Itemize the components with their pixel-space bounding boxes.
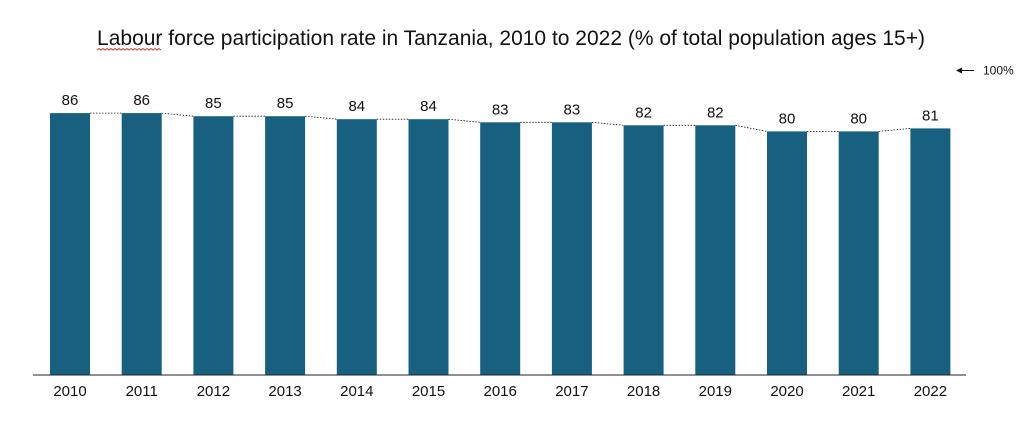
bar: [50, 113, 90, 375]
data-label: 85: [277, 95, 294, 112]
bar: [408, 119, 449, 375]
x-tick-label: 2011: [126, 383, 158, 400]
x-tick-label: 2022: [914, 383, 947, 400]
data-label: 85: [205, 95, 222, 112]
bar: [767, 131, 807, 375]
data-label: 86: [62, 92, 79, 109]
bar: [121, 113, 162, 375]
bar: [480, 122, 521, 375]
data-label: 86: [133, 92, 150, 109]
x-tick-label: 2019: [699, 383, 732, 400]
data-label: 80: [779, 110, 796, 127]
plot-area: 86 86 85 85 84 84 83 83 82 82 80 80 81 2010 2011 2012 20…: [33, 92, 966, 400]
connector-line: [878, 128, 911, 132]
connector-line: [305, 115, 337, 120]
connector-line: [735, 124, 768, 132]
x-tick-label: 2010: [53, 383, 86, 400]
x-tick-label: 2013: [268, 383, 301, 400]
x-tick-label: 2020: [770, 383, 803, 400]
data-label: 82: [635, 104, 652, 121]
bar: [623, 125, 664, 375]
bar: [910, 128, 951, 375]
spellcheck-underline: [96, 47, 162, 51]
x-tick-label: 2017: [555, 383, 588, 400]
x-tick-label: 2018: [627, 383, 660, 400]
data-label: 80: [850, 110, 867, 127]
bar: [695, 125, 736, 375]
reference-marker: 100%: [956, 64, 1014, 78]
data-label: 83: [492, 101, 509, 118]
bar: [838, 131, 879, 375]
connector-line: [591, 121, 624, 126]
bar: [336, 119, 377, 375]
reference-label: 100%: [983, 64, 1014, 78]
bar: [193, 116, 234, 375]
x-tick-label: 2021: [842, 383, 875, 400]
x-tick-label: 2016: [484, 383, 517, 400]
data-label: 81: [922, 107, 939, 124]
reference-arrow-head: [956, 67, 962, 74]
chart-title: Labour force participation rate in Tanza…: [97, 27, 925, 50]
data-label: 82: [707, 104, 724, 121]
connector-line: [448, 118, 481, 123]
data-label: 83: [564, 101, 581, 118]
x-tick-label: 2014: [340, 383, 373, 400]
connector-line: [161, 112, 194, 117]
data-label: 84: [348, 98, 365, 115]
data-label: 84: [420, 98, 437, 115]
x-tick-label: 2012: [197, 383, 230, 400]
bar: [265, 116, 306, 375]
x-tick-label: 2015: [412, 383, 445, 400]
bar: [551, 122, 592, 375]
